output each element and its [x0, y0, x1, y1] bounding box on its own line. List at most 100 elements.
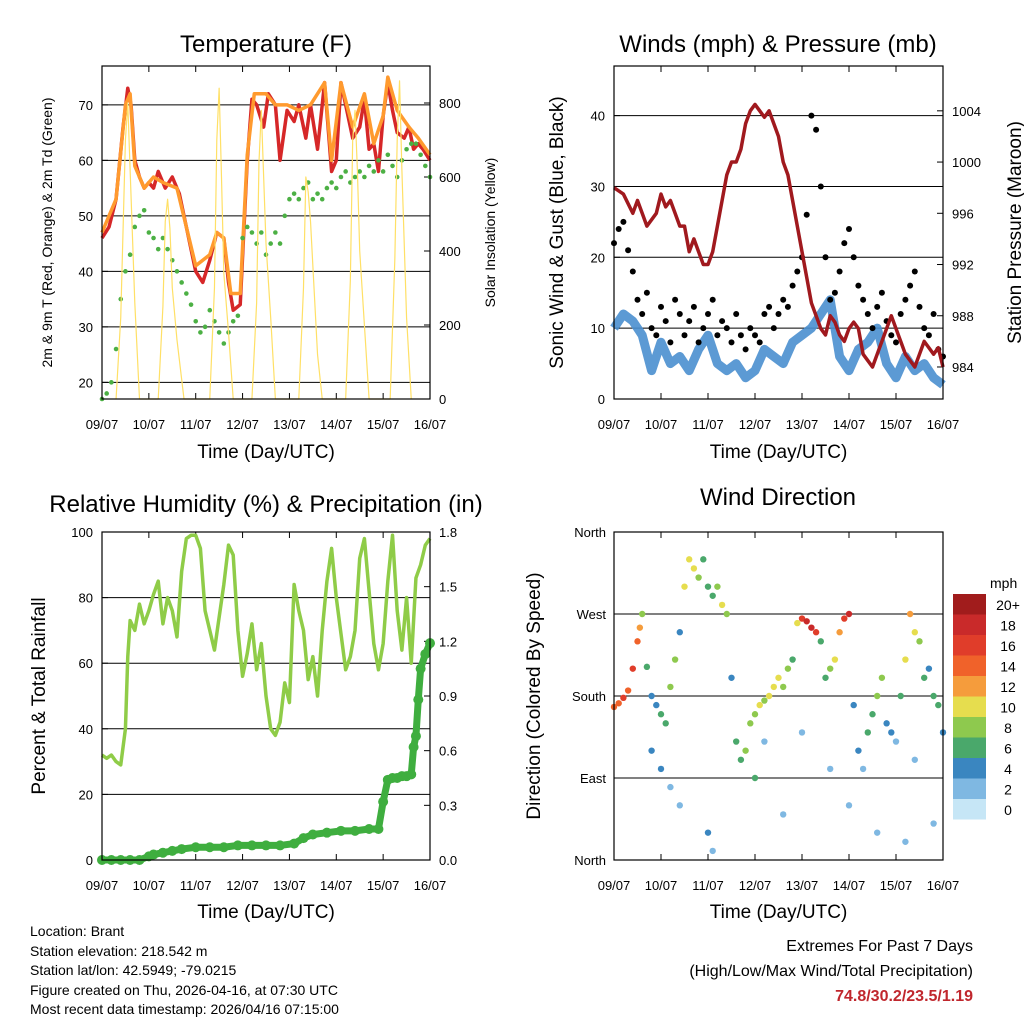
- colorbar-swatch: [953, 594, 986, 615]
- colorbar-swatch: [953, 614, 986, 635]
- direction-point: [671, 656, 679, 663]
- humidity-ytick-label: 80: [79, 591, 93, 606]
- temperature-series-2m-td-point: [151, 235, 156, 241]
- winds-xtick-label: 09/07: [598, 417, 631, 432]
- humidity-series-total-precipitation-point: [410, 731, 421, 742]
- winds-series-gust-point: [930, 310, 937, 317]
- temperature-title: Temperature (F): [180, 31, 352, 58]
- direction-point: [742, 747, 749, 754]
- direction-point: [667, 683, 674, 691]
- winds-series-gust-point: [860, 296, 867, 303]
- winds-series-gust-point: [822, 254, 829, 261]
- direction-point: [902, 656, 909, 663]
- humidity-ytick-label: 20: [79, 787, 93, 802]
- colorbar-swatch: [953, 655, 986, 676]
- direction-point: [845, 802, 853, 809]
- winds-series-gust-point: [737, 332, 744, 339]
- winds-series-gust-point: [831, 289, 838, 296]
- winds-series-gust-point: [700, 325, 707, 332]
- direction-point: [906, 610, 914, 618]
- temperature-series-2m-td-point: [282, 213, 288, 219]
- temperature-series-9m-t-line: [100, 75, 432, 296]
- direction-point: [930, 692, 937, 700]
- direction-point: [798, 615, 806, 622]
- winds-ytick-right-label: 988: [952, 309, 974, 324]
- direction-point: [780, 683, 787, 691]
- winds-series-gust-point: [841, 240, 848, 247]
- winds-xtick-label: 14/07: [833, 417, 866, 432]
- humidity-ytick-right-label: 0.3: [439, 798, 457, 813]
- winds-frame: [613, 65, 944, 400]
- humidity-ytick-right-label: 1.2: [439, 634, 457, 649]
- temperature-xtick-label: 16/07: [414, 417, 447, 432]
- temperature-series-2m-td-point: [249, 230, 255, 235]
- winds-series-gust-point: [789, 282, 796, 289]
- humidity-xtick-label: 16/07: [414, 878, 447, 893]
- winds-ytick-right-label: 992: [952, 258, 974, 273]
- direction-xtick-label: 16/07: [927, 878, 960, 893]
- direction-point: [925, 665, 933, 672]
- temperature-series-2m-td-point: [184, 291, 189, 296]
- temperature-series-2m-td-point: [362, 174, 367, 180]
- direction-title: Wind Direction: [700, 484, 856, 511]
- direction-point: [855, 747, 862, 754]
- direction-point: [681, 583, 688, 590]
- winds-series-sonic-wind-line: [610, 295, 946, 389]
- temperature-series-2m-td-point: [113, 346, 119, 352]
- temperature-series-2m-td-point: [207, 307, 213, 313]
- direction-point: [686, 556, 693, 563]
- winds-ytick-right-label: 996: [952, 206, 974, 221]
- temperature-frame: [101, 65, 431, 400]
- direction-point: [629, 665, 636, 672]
- winds-series-gust-point: [907, 282, 914, 289]
- direction-point: [620, 694, 627, 702]
- winds-series-gust-point: [770, 325, 777, 332]
- humidity-series-total-precipitation-point: [167, 845, 178, 856]
- winds-series-gust-point: [855, 282, 862, 289]
- direction-chart: Wind Direction 09/07 10/07 11/07 12/07 13/07 1…: [524, 484, 1020, 923]
- direction-point: [911, 629, 918, 636]
- winds-series-gust-point: [681, 332, 688, 339]
- direction-point: [751, 711, 759, 718]
- station-info: Location: Brant Station elevation: 218.5…: [30, 922, 339, 1020]
- humidity-xtick-label: 11/07: [180, 878, 212, 893]
- direction-point: [695, 574, 702, 581]
- winds-series-gust-point: [690, 303, 697, 310]
- direction-point: [808, 624, 815, 631]
- winds-series-gust-point: [752, 332, 758, 339]
- humidity-xtick-label: 10/07: [133, 878, 166, 893]
- temperature-series-2m-td-point: [319, 196, 325, 202]
- humidity-ytick-right-label: 0.9: [439, 689, 457, 704]
- direction-point: [822, 674, 829, 681]
- winds-series-gust-point: [794, 268, 801, 275]
- direction-point: [850, 701, 857, 709]
- colorbar-label: 2: [1004, 782, 1012, 798]
- direction-point: [756, 701, 763, 709]
- colorbar-label: 4: [1004, 761, 1012, 777]
- humidity-frame: [101, 531, 431, 861]
- direction-point: [789, 656, 796, 663]
- direction-xtick-label: 12/07: [739, 878, 772, 893]
- temperature-xtick-label: 10/07: [133, 417, 166, 432]
- temperature-xtick-label: 11/07: [180, 417, 212, 432]
- temperature-ytick-label: 20: [79, 375, 93, 390]
- direction-ylabel: Direction (Colored By Speed): [524, 572, 545, 819]
- direction-point: [690, 565, 698, 572]
- temperature-series-2m-td-point: [324, 185, 330, 191]
- direction-point: [817, 638, 824, 645]
- temperature-xtick-label: 15/07: [367, 417, 400, 432]
- winds-series-gust-point: [925, 332, 932, 339]
- direction-point: [709, 592, 716, 599]
- temperature-series-2m-td-point: [352, 174, 358, 180]
- winds-series-gust-point: [714, 332, 721, 339]
- winds-series-gust-point: [888, 332, 895, 339]
- temperature-series-2m-td-point: [296, 196, 302, 202]
- humidity-series-total-precipitation-point: [413, 694, 424, 705]
- winds-series-gust: [611, 112, 946, 360]
- temperature-ylabel: 2m & 9m T (Red, Orange) & 2m Td (Green): [39, 98, 55, 368]
- colorbar-swatch: [953, 717, 986, 738]
- winds-ytick-right-label: 1004: [952, 104, 981, 119]
- temperature-series-2m-td-point: [291, 191, 297, 196]
- temperature-chart: Temperature (F) 09/07 10/07 11/07 12/07 13/07…: [39, 31, 498, 463]
- temperature-series-2m-td-point: [376, 158, 381, 163]
